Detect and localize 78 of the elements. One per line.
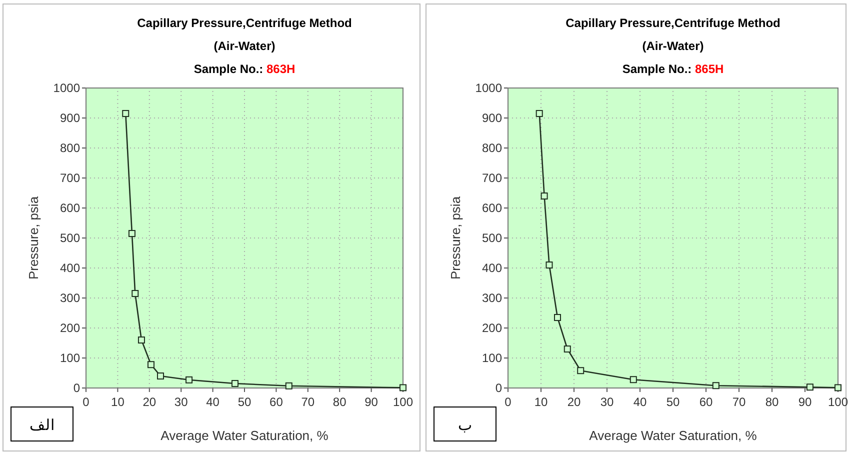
point (132, 290, 139, 297)
x-tick-label: 70 (301, 395, 315, 409)
x-tick-label: 20 (142, 395, 156, 409)
y-tick-label: 200 (60, 321, 80, 335)
x-tick-label: 90 (798, 395, 812, 409)
x-tick-label: 40 (206, 395, 220, 409)
point (536, 110, 543, 117)
y-tick-label: 600 (60, 201, 80, 215)
y-tick-label: 400 (60, 261, 80, 275)
point (540, 192, 548, 200)
y-tick-label: 500 (482, 231, 502, 245)
point (577, 367, 584, 374)
point (231, 380, 238, 387)
y-axis-title: Pressure, psia (26, 196, 41, 280)
y-tick-label: 400 (482, 261, 502, 275)
chart-subtitle: (Air-Water) (642, 39, 704, 53)
text: Sample No.: (194, 62, 266, 76)
y-tick-label: 100 (482, 351, 502, 365)
y-tick-label: 0 (73, 381, 80, 395)
y-tick-label: 900 (60, 111, 80, 125)
x-tick-label: 100 (392, 395, 414, 409)
point (285, 382, 292, 390)
point (630, 376, 637, 384)
x-tick-label: 50 (238, 395, 252, 409)
x-axis-title: Average Water Saturation, % (589, 428, 758, 443)
point (138, 336, 145, 344)
y-tick-label: 1000 (475, 81, 502, 95)
y-tick-label: 500 (60, 231, 80, 245)
y-tick-label: 200 (482, 321, 502, 335)
chart-title: Capillary Pressure,Centrifuge Method (137, 16, 352, 30)
x-tick-label: 40 (633, 395, 647, 409)
y-tick-label: 100 (60, 351, 80, 365)
x-tick-label: 70 (732, 395, 746, 409)
y-tick-label: 300 (60, 291, 80, 305)
text: الف (30, 417, 54, 434)
point (806, 384, 814, 391)
x-axis-title: Average Water Saturation, % (160, 428, 329, 443)
x-tick-label: 10 (111, 395, 125, 409)
point (147, 361, 154, 368)
y-tick-label: 600 (482, 201, 502, 215)
x-tick-label: 30 (174, 395, 188, 409)
y-axis-title: Pressure, psia (448, 196, 463, 280)
x-tick-label: 60 (270, 395, 284, 409)
x-tick-label: 0 (82, 395, 90, 409)
point (564, 346, 571, 352)
y-tick-label: 1000 (53, 81, 80, 95)
point (128, 230, 136, 237)
point (156, 372, 164, 380)
chart-title: Capillary Pressure,Centrifuge Method (566, 16, 780, 30)
y-tick-label: 700 (60, 171, 80, 185)
point (554, 314, 561, 321)
text: ب (458, 417, 472, 434)
point (400, 384, 406, 392)
x-tick-label: 50 (666, 395, 680, 409)
x-tick-label: 100 (828, 395, 848, 409)
point (712, 382, 720, 390)
point (834, 384, 842, 392)
x-tick-label: 10 (534, 395, 548, 409)
point (546, 262, 553, 268)
x-tick-label: 0 (504, 395, 512, 409)
point (186, 376, 193, 384)
x-tick-label: 20 (567, 395, 581, 409)
text: 863H (266, 62, 296, 76)
y-tick-label: 0 (495, 381, 502, 395)
x-tick-label: 80 (332, 395, 347, 409)
x-tick-label: 90 (364, 395, 378, 409)
y-tick-label: 800 (60, 141, 80, 155)
x-tick-label: 80 (765, 395, 779, 409)
text: Sample No.: (622, 62, 695, 76)
y-tick-label: 700 (482, 171, 502, 185)
y-tick-label: 800 (482, 141, 502, 155)
chart-subtitle: (Air-Water) (214, 39, 276, 53)
x-tick-label: 30 (600, 395, 614, 409)
y-tick-label: 900 (482, 111, 502, 125)
x-tick-label: 60 (699, 395, 713, 409)
text: 865H (695, 62, 724, 76)
point (122, 110, 130, 117)
y-tick-label: 300 (482, 291, 502, 305)
